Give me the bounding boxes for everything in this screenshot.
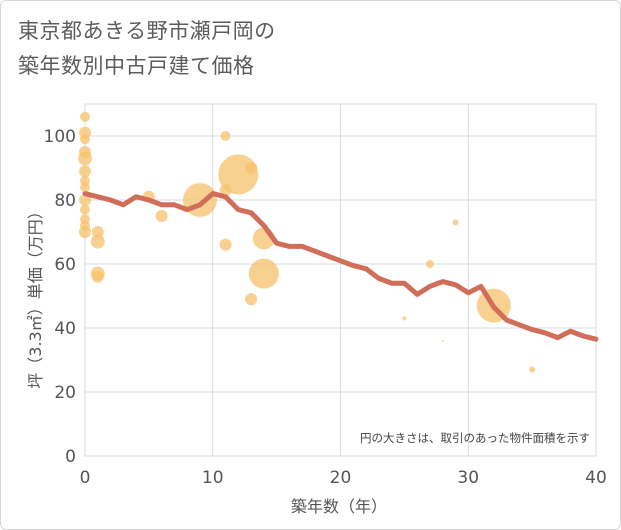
data-bubble xyxy=(529,366,536,373)
axis-ticks: 0 10 20 30 40 0 20 40 60 80 100 xyxy=(44,127,607,488)
y-tick-label: 100 xyxy=(44,127,76,147)
x-tick-label: 40 xyxy=(585,468,607,488)
data-bubble xyxy=(218,154,259,195)
x-axis-label: 築年数（年） xyxy=(291,497,387,516)
data-bubble xyxy=(91,226,104,238)
data-bubble xyxy=(219,238,232,251)
data-bubble xyxy=(79,194,91,206)
data-bubble xyxy=(79,165,91,178)
data-bubble xyxy=(79,226,91,238)
data-bubble xyxy=(91,270,104,283)
grid-lines xyxy=(84,103,597,457)
data-bubble xyxy=(90,234,105,249)
x-tick-label: 10 xyxy=(202,468,224,488)
y-axis-label: 坪（3.3㎡）単価（万円） xyxy=(26,203,45,388)
data-bubble xyxy=(402,316,407,321)
y-tick-label: 80 xyxy=(54,191,76,211)
x-tick-label: 30 xyxy=(457,468,479,488)
y-tick-label: 0 xyxy=(65,447,76,467)
data-bubble xyxy=(80,111,90,122)
bubble-series xyxy=(78,111,536,373)
data-bubble xyxy=(248,258,279,289)
data-bubble xyxy=(441,339,444,342)
chart-title-line2: 築年数別中古戸建て価格 xyxy=(18,54,255,78)
chart-title: 東京都あきる野市瀬戸岡の 築年数別中古戸建て価格 xyxy=(18,14,276,84)
y-tick-label: 20 xyxy=(54,383,76,403)
data-bubble xyxy=(78,151,92,166)
chart-title-line1: 東京都あきる野市瀬戸岡の xyxy=(18,19,276,43)
x-tick-label: 0 xyxy=(80,468,91,488)
data-bubble xyxy=(80,182,90,193)
data-bubble xyxy=(425,260,434,268)
data-bubble xyxy=(220,131,231,141)
y-tick-label: 60 xyxy=(54,255,76,275)
y-tick-label: 40 xyxy=(54,319,76,339)
trend-line xyxy=(82,191,599,342)
data-bubble xyxy=(452,219,459,226)
bubble-size-note: 円の大きさは、取引のあった物件面積を示す xyxy=(360,431,590,445)
x-tick-label: 20 xyxy=(330,468,352,488)
data-bubble xyxy=(245,162,258,174)
data-bubble xyxy=(80,204,90,215)
data-bubble xyxy=(80,134,90,145)
data-bubble xyxy=(155,210,168,222)
data-bubble xyxy=(245,293,258,306)
